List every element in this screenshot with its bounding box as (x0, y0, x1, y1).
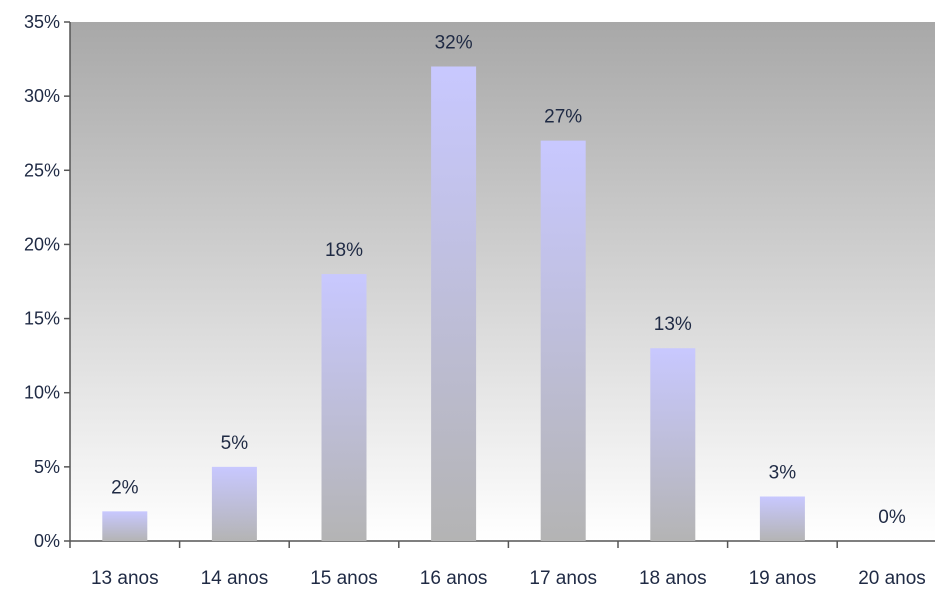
data-label: 5% (221, 433, 249, 454)
plot-area (70, 22, 935, 541)
data-label: 27% (544, 107, 582, 128)
x-tick-label: 15 anos (310, 568, 378, 589)
x-tick-label: 17 anos (529, 568, 597, 589)
data-label: 13% (654, 314, 692, 335)
bar (211, 466, 257, 541)
y-tick-label: 20% (24, 234, 60, 254)
y-tick-label: 25% (24, 160, 60, 180)
data-label: 32% (435, 32, 473, 53)
y-tick-label: 10% (24, 383, 60, 403)
data-label: 2% (111, 477, 139, 498)
data-label: 0% (878, 507, 906, 528)
bar (431, 66, 477, 541)
y-tick-label: 30% (24, 86, 60, 106)
x-axis: 13 anos 14 anos 15 anos 16 anos 17 anos 18 an… (69, 540, 935, 589)
bar (540, 140, 586, 541)
x-tick-label: 18 anos (639, 568, 707, 589)
bar (650, 348, 696, 541)
y-tick-label: 15% (24, 309, 60, 329)
x-tick-label: 14 anos (201, 568, 269, 589)
data-label: 18% (325, 240, 363, 261)
bars (102, 66, 805, 541)
x-tick-label: 19 anos (749, 568, 817, 589)
data-labels: 2% 5% 18% 32% 27% 13% 3% 0% (111, 32, 906, 528)
bar (759, 496, 805, 541)
y-tick-label: 5% (34, 457, 60, 477)
x-tick-label: 16 anos (420, 568, 488, 589)
y-tick-label: 0% (34, 531, 60, 551)
x-tick-label: 20 anos (858, 568, 926, 589)
x-tick-label: 13 anos (91, 568, 159, 589)
bar (102, 511, 148, 541)
y-tick-label: 35% (24, 12, 60, 32)
bar (321, 274, 367, 541)
y-axis: 0% 5% 10% 15% 20% 25% 30% 35% (24, 12, 71, 551)
data-label: 3% (769, 463, 797, 484)
